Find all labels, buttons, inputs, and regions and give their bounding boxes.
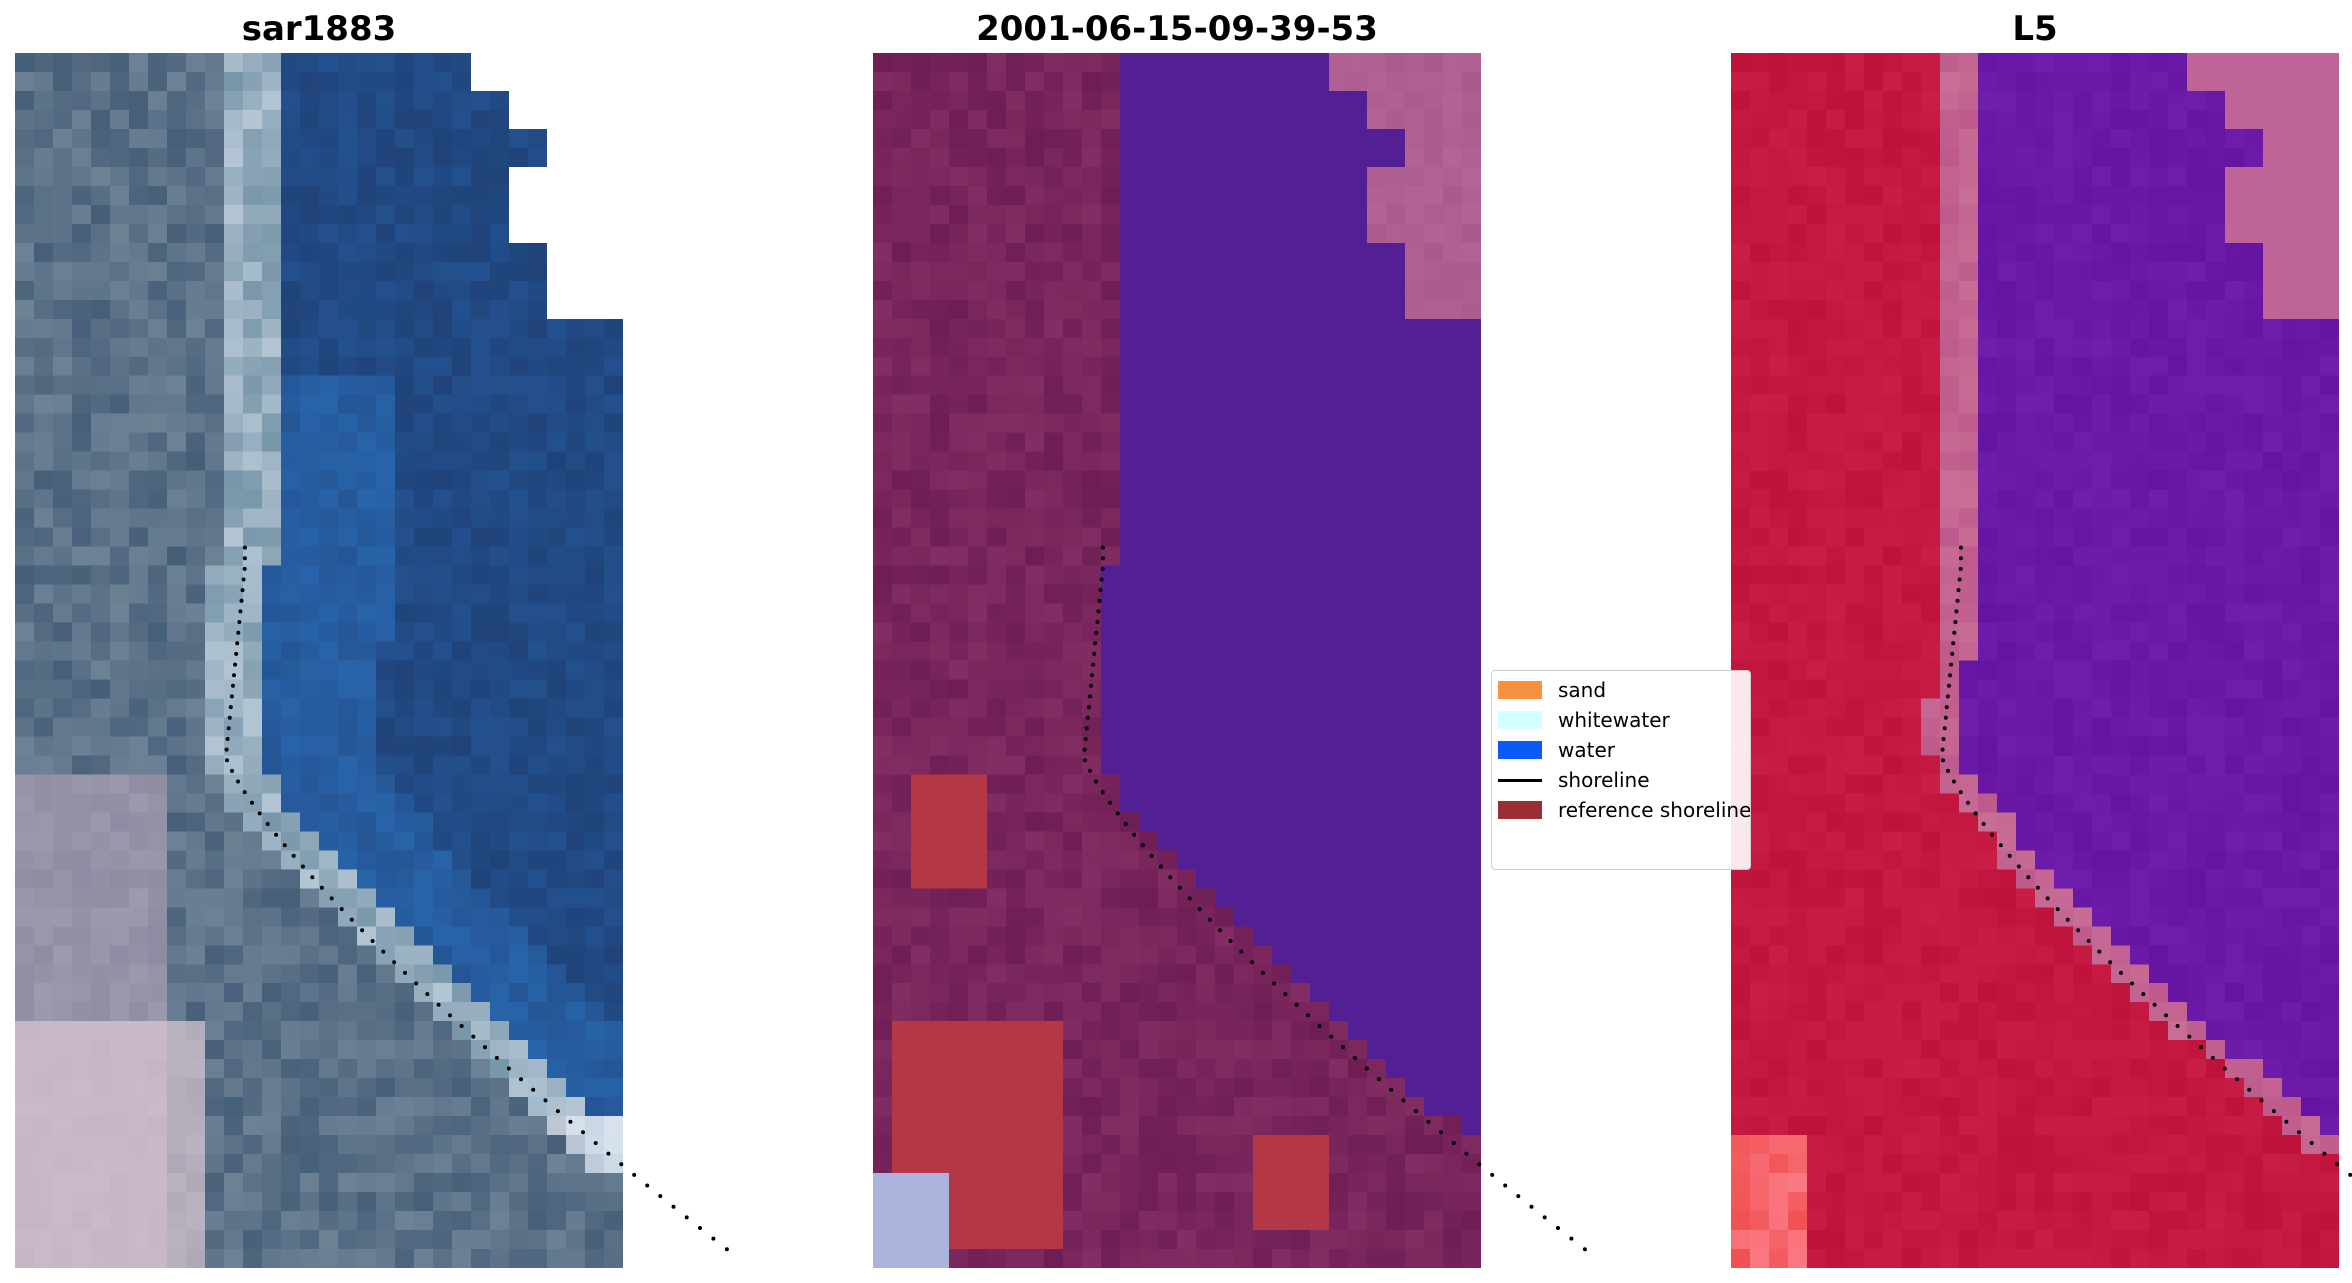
panel-title-2: 2001-06-15-09-39-53 bbox=[976, 9, 1378, 49]
shoreline-dot bbox=[2348, 1172, 2352, 1177]
shoreline-dot bbox=[1556, 1226, 1560, 1230]
legend-label-sand: sand bbox=[1558, 678, 1607, 702]
shoreline-dot bbox=[1569, 1236, 1574, 1241]
panel-title-3: L5 bbox=[2012, 9, 2058, 49]
legend-item-reference-shoreline: reference shoreline bbox=[1498, 795, 1751, 825]
legend-item-sand: sand bbox=[1498, 675, 1606, 705]
shoreline-dot bbox=[1582, 1247, 1587, 1252]
shoreline-dot bbox=[684, 1215, 689, 1220]
sand-swatch bbox=[1498, 681, 1542, 699]
legend: sand whitewater water shoreline referenc… bbox=[1491, 670, 1751, 870]
shoreline-dot bbox=[1490, 1172, 1495, 1177]
legend-item-shoreline: shoreline bbox=[1498, 765, 1650, 795]
shoreline-dot bbox=[711, 1236, 716, 1241]
shoreline-dot bbox=[1503, 1183, 1508, 1188]
legend-label-reference-shoreline: reference shoreline bbox=[1558, 798, 1751, 822]
shoreline-dot bbox=[1529, 1204, 1534, 1209]
legend-label-water: water bbox=[1558, 738, 1615, 762]
water-swatch bbox=[1498, 741, 1542, 759]
legend-label-whitewater: whitewater bbox=[1558, 708, 1670, 732]
reference-shoreline-swatch bbox=[1498, 801, 1542, 819]
satellite-image-rgb bbox=[15, 53, 623, 1268]
shoreline-dot bbox=[658, 1194, 663, 1199]
shoreline-line-icon bbox=[1498, 778, 1542, 782]
shoreline-dot bbox=[698, 1226, 702, 1230]
legend-item-whitewater: whitewater bbox=[1498, 705, 1670, 735]
classified-image bbox=[873, 53, 1481, 1268]
shoreline-dot bbox=[645, 1183, 650, 1188]
shoreline-dot bbox=[1516, 1194, 1521, 1199]
shoreline-dot bbox=[724, 1247, 729, 1252]
shoreline-dot bbox=[632, 1172, 637, 1177]
whitewater-swatch bbox=[1498, 711, 1542, 729]
legend-label-shoreline: shoreline bbox=[1558, 768, 1650, 792]
panel-title-1: sar1883 bbox=[241, 9, 397, 49]
shoreline-dot bbox=[1542, 1215, 1547, 1220]
shoreline-dot bbox=[671, 1204, 676, 1209]
legend-item-water: water bbox=[1498, 735, 1615, 765]
falsecolor-image bbox=[1731, 53, 2339, 1268]
